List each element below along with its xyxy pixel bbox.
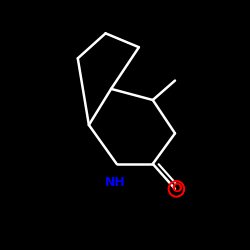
Text: O: O bbox=[171, 182, 182, 196]
Text: NH: NH bbox=[105, 176, 126, 188]
